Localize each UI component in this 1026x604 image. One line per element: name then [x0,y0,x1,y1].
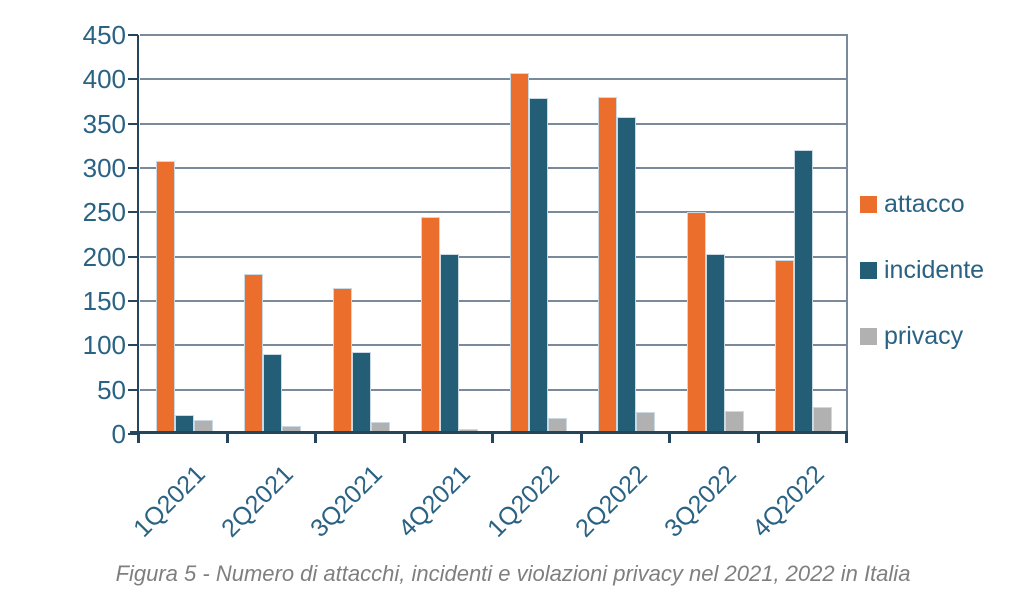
bar-attacco-3Q2022 [686,212,706,434]
bar-incidente-2Q2021 [263,354,283,434]
bar-incidente-3Q2021 [351,352,371,434]
bar-attacco-3Q2021 [332,288,352,434]
x-tick-6 [668,434,671,443]
x-tick-4 [491,434,494,443]
gridline-150 [140,300,848,302]
gridline-450 [140,34,848,36]
x-axis-line [130,431,848,434]
legend-label-privacy: privacy [884,322,964,350]
y-tick-label-300: 300 [82,153,126,183]
y-tick-label-450: 450 [82,20,126,50]
y-axis-line [137,35,139,439]
legend-label-attacco: attacco [884,190,965,218]
gridline-50 [140,388,848,391]
bar-attacco-4Q2021 [421,217,441,434]
gridline-200 [140,255,848,258]
legend: attacco incidente privacy [860,190,984,351]
y-tick-200 [128,255,138,258]
y-tick-450 [128,34,138,36]
y-tick-100 [128,344,138,347]
y-tick-0 [128,433,138,435]
y-tick-label-150: 150 [82,286,126,316]
bar-privacy-1Q2022 [547,418,567,434]
x-tick-7 [756,434,760,443]
y-tick-400 [128,78,138,81]
bar-privacy-1Q2021 [193,420,213,434]
y-tick-label-250: 250 [82,197,126,228]
bar-attacco-1Q2022 [509,73,529,434]
y-tick-350 [128,122,138,125]
legend-swatch-privacy-icon [860,328,877,345]
bar-privacy-2Q2022 [636,412,656,434]
gridline-400 [140,78,848,81]
y-tick-50 [128,388,138,391]
legend-item-incidente: incidente [860,256,984,285]
legend-label-incidente: incidente [884,256,985,284]
x-tick-5 [579,434,583,443]
bar-attacco-4Q2022 [775,260,795,434]
bar-incidente-4Q2022 [794,150,814,434]
y-tick-label-400: 400 [82,64,126,95]
x-tick-3 [402,434,406,443]
bar-incidente-3Q2022 [705,254,725,434]
x-tick-2 [314,434,317,443]
bar-attacco-2Q2022 [598,97,618,434]
gridline-250 [140,211,848,214]
bar-attacco-2Q2021 [244,274,264,434]
gridline-350 [140,122,848,125]
legend-swatch-attacco-icon [860,196,877,213]
gridline-300 [140,167,848,169]
y-tick-250 [128,211,138,214]
y-tick-label-200: 200 [82,241,126,272]
x-tick-8 [845,434,848,443]
bar-privacy-4Q2022 [813,407,833,434]
plot-right-border [846,35,848,434]
legend-item-attacco: attacco [860,190,984,219]
y-tick-300 [128,167,138,169]
y-tick-150 [128,300,138,302]
legend-swatch-incidente-icon [860,262,877,279]
bar-incidente-1Q2021 [174,415,194,434]
bar-incidente-4Q2021 [440,254,460,434]
y-tick-label-50: 50 [97,374,126,405]
bar-incidente-2Q2022 [617,117,637,434]
y-tick-label-100: 100 [82,330,126,361]
plot-area [140,34,848,434]
bar-incidente-1Q2022 [528,98,548,434]
x-tick-1 [225,434,229,443]
bar-privacy-2Q2021 [282,426,302,434]
y-tick-label-0: 0 [111,419,126,449]
gridline-100 [140,344,848,347]
legend-item-privacy: privacy [860,322,984,351]
y-tick-label-350: 350 [82,108,126,139]
x-tick-0 [137,434,140,443]
bar-privacy-3Q2022 [724,411,744,434]
figure-caption: Figura 5 - Numero di attacchi, incidenti… [115,561,911,586]
bar-attacco-1Q2021 [155,161,175,434]
